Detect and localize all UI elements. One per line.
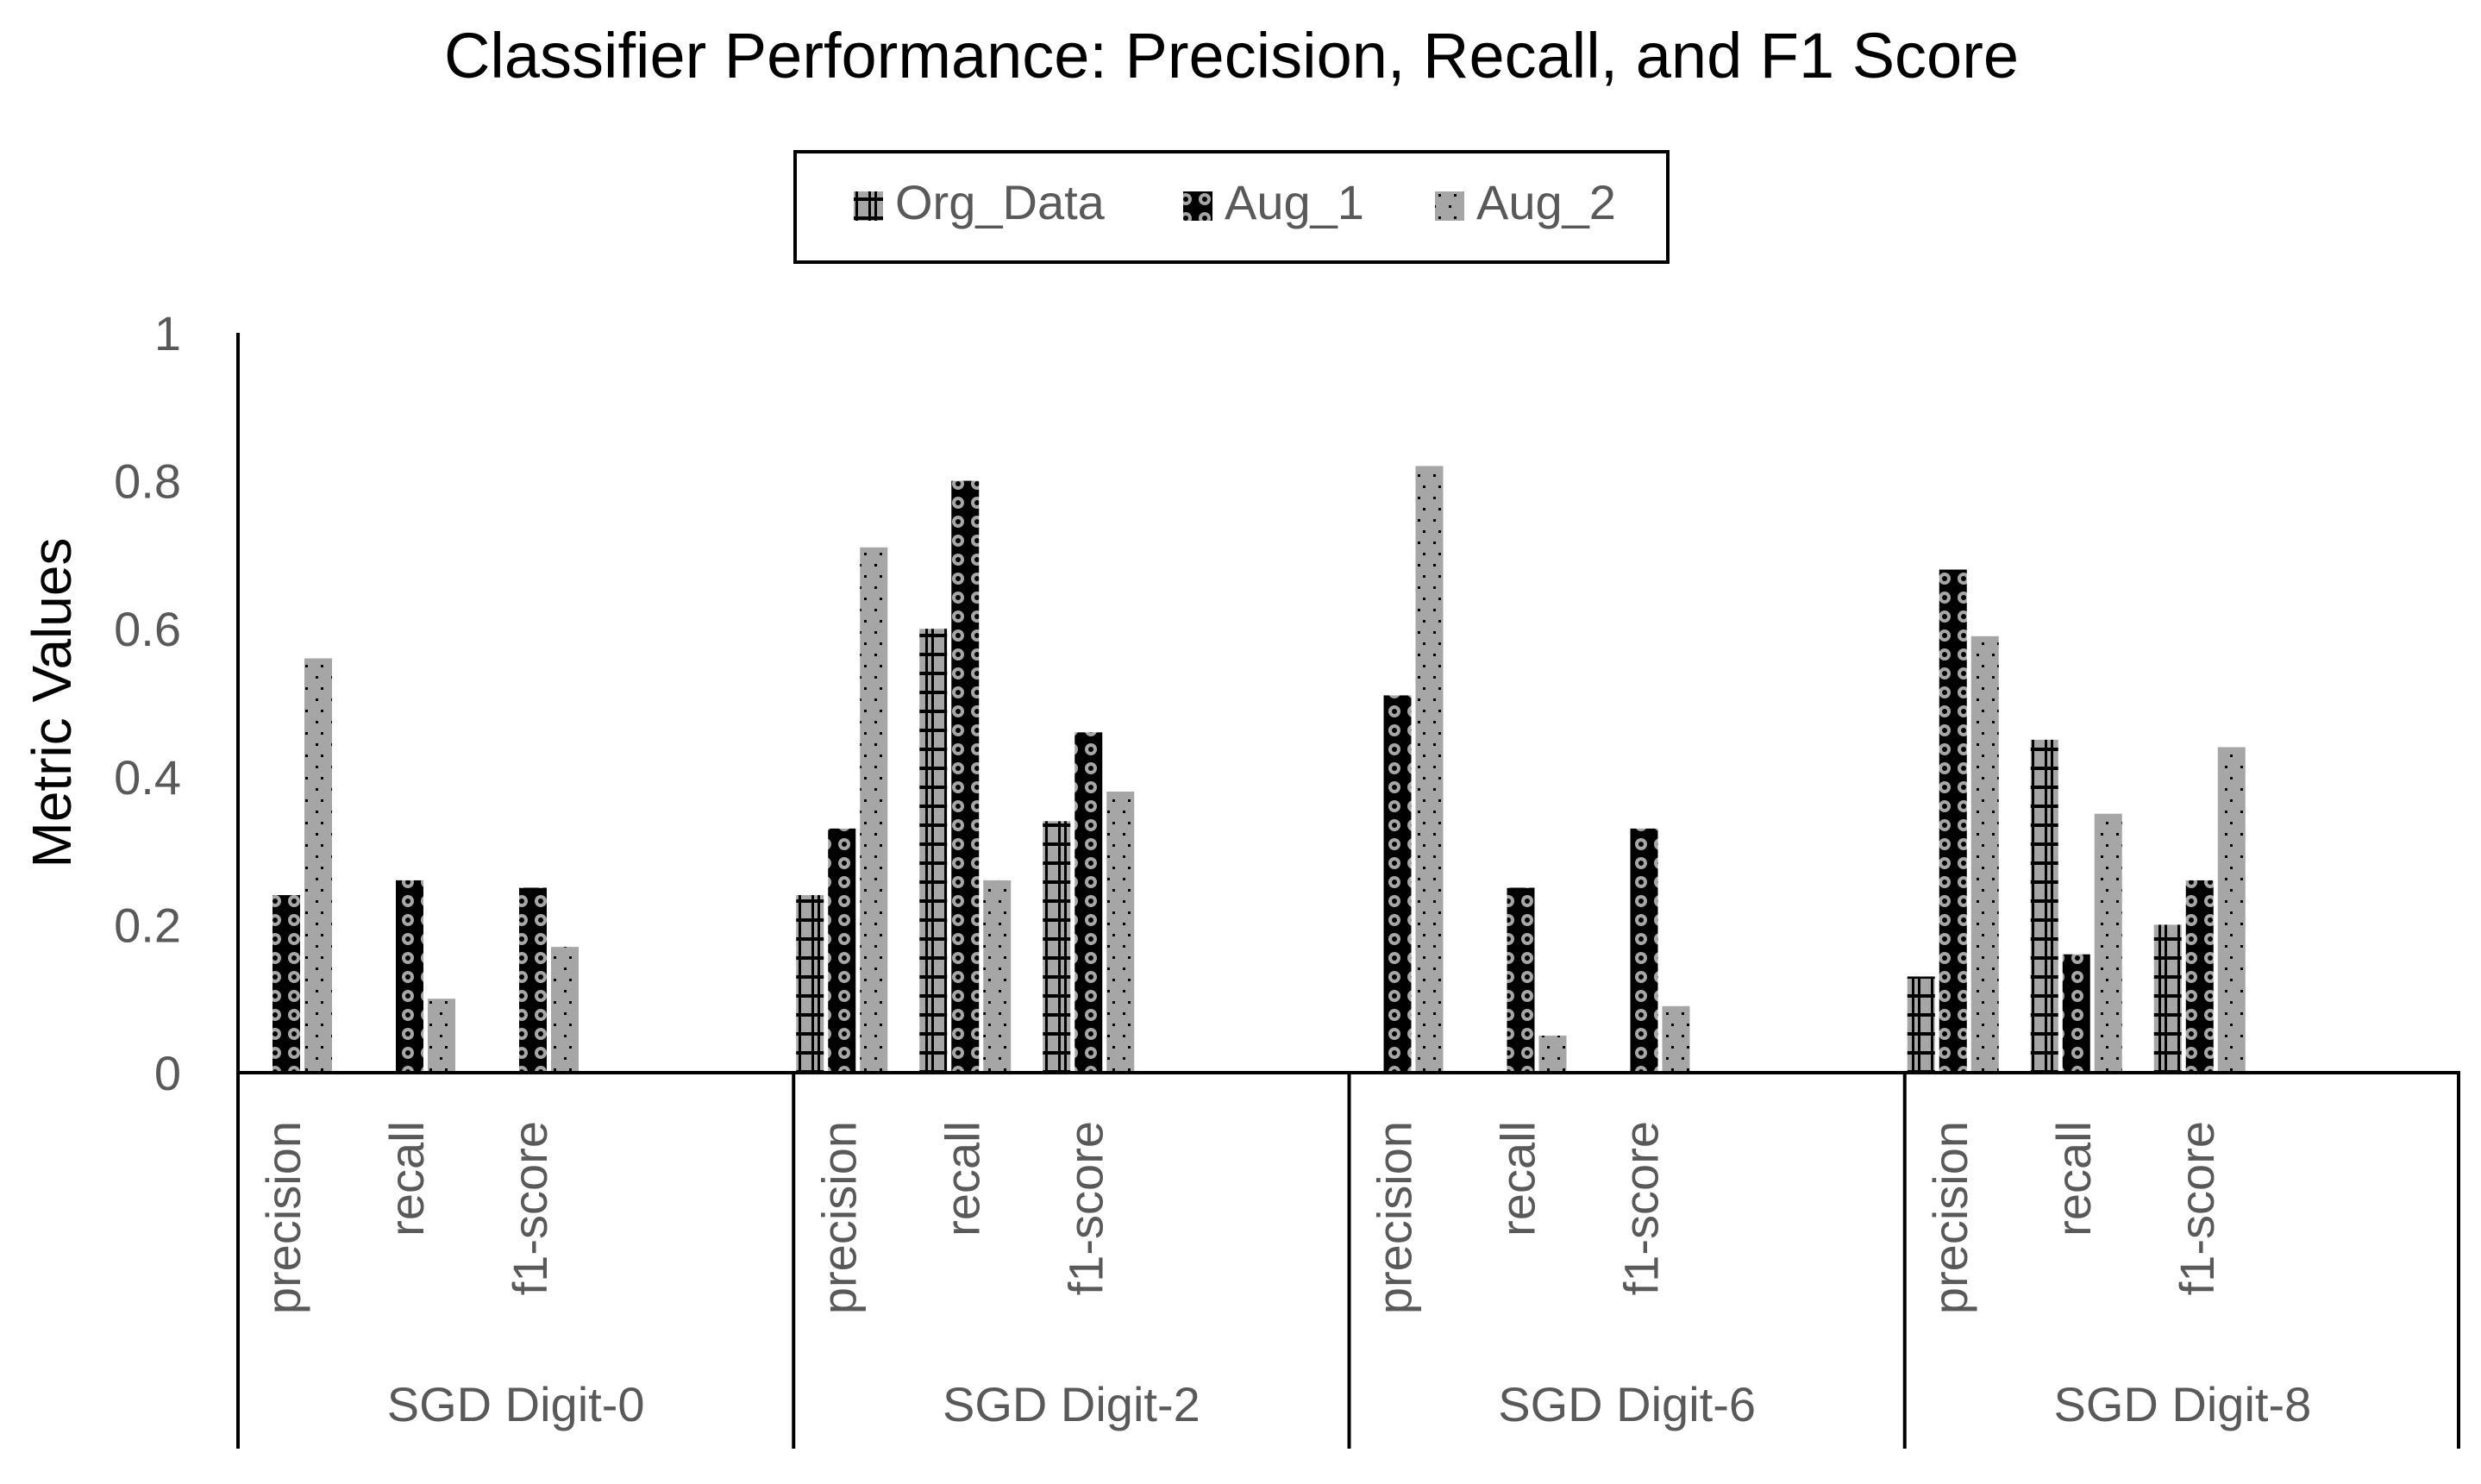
x-group-label: SGD Digit-8 — [2054, 1377, 2312, 1431]
bar-aug-1-sgd-digit-2-f1-score — [1074, 732, 1103, 1073]
bar-org-data-sgd-digit-8-precision — [1907, 976, 1935, 1073]
legend-label-aug-2: Aug_2 — [1476, 175, 1616, 229]
y-tick-label: 1 — [154, 306, 181, 360]
bar-aug-1-sgd-digit-8-f1-score — [2185, 880, 2214, 1073]
bar-aug-2-sgd-digit-0-f1-score — [551, 947, 579, 1073]
bar-aug-1-sgd-digit-6-recall — [1507, 887, 1535, 1073]
legend-swatch-aug-1 — [1183, 191, 1212, 221]
legend-swatch-aug-2 — [1435, 191, 1464, 221]
bar-aug-2-sgd-digit-0-recall — [428, 999, 455, 1073]
y-axis-ticks: 0 0.2 0.4 0.6 0.8 1 — [114, 306, 181, 1100]
x-category-label: f1-score — [2170, 1121, 2224, 1295]
chart-title: Classifier Performance: Precision, Recal… — [444, 20, 2019, 91]
bar-aug-1-sgd-digit-0-recall — [396, 880, 423, 1073]
bar-aug-2-sgd-digit-2-f1-score — [1106, 791, 1135, 1073]
legend-label-aug-1: Aug_1 — [1225, 175, 1364, 229]
y-tick-label: 0 — [154, 1046, 181, 1100]
bar-aug-1-sgd-digit-2-precision — [828, 828, 856, 1073]
bar-aug-2-sgd-digit-8-f1-score — [2217, 747, 2246, 1073]
legend-swatch-org-data — [854, 191, 883, 221]
bar-aug-2-sgd-digit-8-recall — [2094, 813, 2122, 1073]
bar-aug-2-sgd-digit-6-f1-score — [1662, 1005, 1690, 1073]
x-axis-group-labels: SGD Digit-0 SGD Digit-2 SGD Digit-6 SGD Dig… — [387, 1377, 2311, 1431]
legend-label-org-data: Org_Data — [895, 175, 1106, 229]
bar-org-data-sgd-digit-2-f1-score — [1043, 821, 1071, 1073]
bar-aug-2-sgd-digit-6-recall — [1538, 1036, 1567, 1073]
x-category-label: f1-score — [1058, 1121, 1112, 1295]
x-group-label: SGD Digit-6 — [1498, 1377, 1756, 1431]
bar-org-data-sgd-digit-8-f1-score — [2153, 924, 2182, 1073]
bar-org-data-sgd-digit-8-recall — [2030, 739, 2058, 1073]
y-tick-label: 0.6 — [114, 602, 181, 656]
x-category-label: f1-score — [503, 1121, 557, 1295]
axes — [236, 333, 2460, 1449]
bar-aug-2-sgd-digit-2-recall — [983, 880, 1012, 1073]
bar-aug-1-sgd-digit-0-precision — [273, 895, 300, 1073]
x-group-label: SGD Digit-0 — [387, 1377, 645, 1431]
bar-aug-2-sgd-digit-6-precision — [1415, 466, 1444, 1073]
x-category-label: precision — [811, 1121, 866, 1314]
x-category-label: recall — [2046, 1121, 2101, 1237]
y-axis-label: Metric Values — [21, 538, 83, 868]
x-category-label: recall — [935, 1121, 989, 1237]
bar-org-data-sgd-digit-2-recall — [919, 629, 948, 1073]
x-category-label: recall — [379, 1121, 434, 1237]
bar-org-data-sgd-digit-2-precision — [796, 895, 824, 1073]
bar-aug-1-sgd-digit-0-f1-score — [519, 887, 547, 1073]
bars — [273, 466, 2246, 1073]
bar-aug-1-sgd-digit-6-precision — [1383, 695, 1412, 1073]
bar-aug-1-sgd-digit-6-f1-score — [1630, 828, 1658, 1073]
legend: Org_Data Aug_1 Aug_2 — [793, 150, 1670, 264]
y-tick-label: 0.2 — [114, 898, 181, 952]
x-category-label: precision — [1923, 1121, 1977, 1314]
x-category-label: recall — [1491, 1121, 1545, 1237]
bar-aug-1-sgd-digit-2-recall — [951, 480, 980, 1073]
bar-aug-2-sgd-digit-8-precision — [1970, 636, 1999, 1073]
y-tick-label: 0.4 — [114, 750, 181, 805]
bar-aug-2-sgd-digit-2-precision — [860, 547, 888, 1073]
x-category-label: precision — [1368, 1121, 1422, 1314]
y-tick-label: 0.8 — [114, 454, 181, 509]
bar-aug-2-sgd-digit-0-precision — [304, 658, 332, 1073]
x-axis-category-labels: precision recall f1-score precision recall f1… — [256, 1121, 2224, 1314]
legend-box — [793, 150, 1670, 264]
x-group-label: SGD Digit-2 — [943, 1377, 1200, 1431]
bar-aug-1-sgd-digit-8-precision — [1939, 569, 1967, 1073]
x-category-label: f1-score — [1614, 1121, 1669, 1295]
x-category-label: precision — [256, 1121, 310, 1314]
bar-aug-1-sgd-digit-8-recall — [2062, 954, 2090, 1073]
